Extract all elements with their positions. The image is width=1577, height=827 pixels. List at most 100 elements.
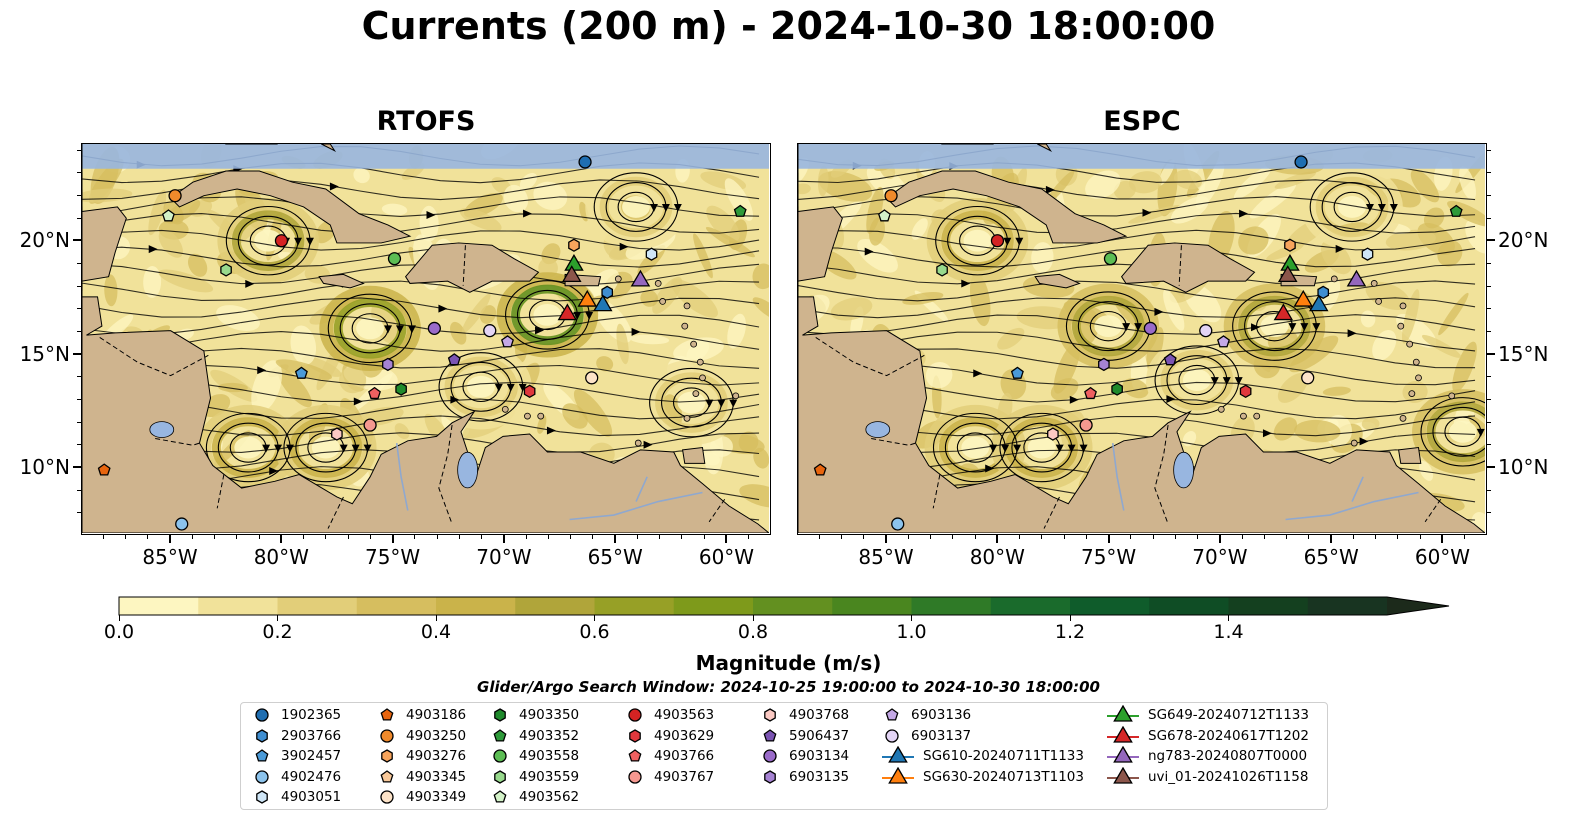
marker-4903352[interactable] xyxy=(1449,204,1463,217)
marker-4903276[interactable] xyxy=(568,238,580,252)
colorbar-tick xyxy=(752,615,754,621)
marker-6903134[interactable] xyxy=(427,321,441,335)
marker-uvi_01-20241026T1158[interactable] xyxy=(1277,265,1298,282)
marker-6903137[interactable] xyxy=(483,324,497,338)
legend-label: 4903767 xyxy=(654,768,715,785)
legend-marker-icon[interactable] xyxy=(380,708,394,721)
marker-4903558[interactable] xyxy=(1103,252,1118,266)
marker-6903135[interactable] xyxy=(1098,357,1110,372)
legend-marker-icon[interactable] xyxy=(380,769,394,783)
marker-6903137[interactable] xyxy=(1199,324,1213,338)
marker-6903136[interactable] xyxy=(1217,335,1230,348)
marker-4903562[interactable] xyxy=(161,209,175,222)
legend-marker-icon[interactable] xyxy=(256,790,268,804)
marker-SG678-20240617T1202[interactable] xyxy=(557,303,578,321)
marker-3902457[interactable] xyxy=(1010,366,1024,379)
marker-4903767[interactable] xyxy=(363,418,377,432)
map-panel-rtofs[interactable] xyxy=(81,143,771,535)
marker-4902476[interactable] xyxy=(891,517,905,531)
marker-SG610-20240711T1133[interactable] xyxy=(593,294,613,312)
marker-4903186[interactable] xyxy=(97,463,111,476)
legend-marker-icon[interactable] xyxy=(380,790,394,804)
marker-4903562[interactable] xyxy=(877,209,891,222)
marker-4903563[interactable] xyxy=(274,234,289,248)
marker-2903766[interactable] xyxy=(1317,285,1330,300)
legend-marker-icon[interactable] xyxy=(494,708,506,722)
legend-marker-icon[interactable] xyxy=(628,769,642,784)
marker-ng783-20240807T0000[interactable] xyxy=(1346,269,1367,287)
marker-4903352[interactable] xyxy=(733,204,747,217)
legend-marker-icon[interactable] xyxy=(494,769,506,784)
marker-4903559[interactable] xyxy=(936,263,948,277)
marker-SG678-20240617T1202[interactable] xyxy=(1273,303,1294,321)
marker-6903134[interactable] xyxy=(1143,321,1157,335)
y-minor-tick xyxy=(77,308,81,310)
marker-4903766[interactable] xyxy=(1084,386,1097,400)
legend-marker-icon[interactable] xyxy=(763,728,777,742)
marker-4903250[interactable] xyxy=(884,189,898,203)
legend-marker-icon[interactable] xyxy=(763,749,777,763)
legend-marker-icon[interactable] xyxy=(380,728,394,743)
marker-4903559[interactable] xyxy=(220,263,232,277)
legend-marker-icon[interactable] xyxy=(493,749,507,763)
legend-label: 5906437 xyxy=(789,727,850,744)
marker-1902365[interactable] xyxy=(1294,155,1308,169)
legend-marker-icon[interactable] xyxy=(255,708,269,722)
marker-4903051[interactable] xyxy=(1361,247,1374,261)
legend-marker-icon[interactable] xyxy=(764,769,776,784)
legend-marker-icon[interactable] xyxy=(381,749,393,763)
legend-marker-icon[interactable] xyxy=(888,746,908,763)
marker-4903629[interactable] xyxy=(523,384,536,398)
marker-4903250[interactable] xyxy=(168,189,182,203)
marker-6903136[interactable] xyxy=(501,335,514,348)
marker-2903766[interactable] xyxy=(601,285,614,300)
marker-4902476[interactable] xyxy=(175,517,189,531)
marker-4903051[interactable] xyxy=(645,247,658,261)
legend-marker-icon[interactable] xyxy=(1113,705,1133,722)
legend-marker-icon[interactable] xyxy=(629,728,641,743)
legend-marker-icon[interactable] xyxy=(1113,746,1133,763)
marker-6903135[interactable] xyxy=(382,357,394,372)
legend-marker-icon[interactable] xyxy=(1113,766,1133,784)
marker-4903349[interactable] xyxy=(1301,371,1315,385)
legend-marker-icon[interactable] xyxy=(885,708,899,721)
marker-1902365[interactable] xyxy=(578,155,592,169)
legend-marker-icon[interactable] xyxy=(888,766,908,784)
marker-SG630-20240713T1103[interactable] xyxy=(1293,289,1313,307)
marker-5906437[interactable] xyxy=(1163,353,1177,366)
marker-ng783-20240807T0000[interactable] xyxy=(630,269,651,287)
legend-marker-icon[interactable] xyxy=(1113,725,1133,743)
marker-4903629[interactable] xyxy=(1239,384,1252,398)
legend-marker-icon[interactable] xyxy=(885,728,899,743)
legend-marker-icon[interactable] xyxy=(256,728,268,743)
marker-4903768[interactable] xyxy=(331,427,343,441)
legend-label: 4903562 xyxy=(519,789,580,805)
legend-marker-icon[interactable] xyxy=(493,790,507,803)
marker-4903766[interactable] xyxy=(368,386,381,400)
x-minor-tick xyxy=(1085,535,1087,539)
legend-marker-icon[interactable] xyxy=(628,708,642,722)
marker-SG630-20240713T1103[interactable] xyxy=(577,289,597,307)
marker-3902457[interactable] xyxy=(294,366,308,379)
map-panel-espc[interactable] xyxy=(797,143,1487,535)
marker-4903349[interactable] xyxy=(585,371,599,385)
colorbar-tick-label: 0.6 xyxy=(579,621,610,643)
marker-4903563[interactable] xyxy=(990,234,1005,248)
marker-uvi_01-20241026T1158[interactable] xyxy=(561,265,582,282)
marker-4903558[interactable] xyxy=(387,252,402,266)
marker-4903350[interactable] xyxy=(1111,382,1123,396)
marker-4903186[interactable] xyxy=(813,463,827,476)
marker-4903768[interactable] xyxy=(1047,427,1059,441)
legend-marker-icon[interactable] xyxy=(255,749,269,762)
marker-5906437[interactable] xyxy=(447,353,461,366)
legend-marker-icon[interactable] xyxy=(764,708,776,722)
marker-4903767[interactable] xyxy=(1079,418,1093,432)
legend-marker-icon[interactable] xyxy=(255,769,269,784)
x-minor-tick xyxy=(191,535,193,539)
marker-4903276[interactable] xyxy=(1284,238,1296,252)
marker-4903350[interactable] xyxy=(395,382,407,396)
legend-marker-icon[interactable] xyxy=(493,728,507,742)
x-minor-tick xyxy=(1063,535,1065,539)
legend-marker-icon[interactable] xyxy=(628,749,642,762)
marker-SG610-20240711T1133[interactable] xyxy=(1309,294,1329,312)
